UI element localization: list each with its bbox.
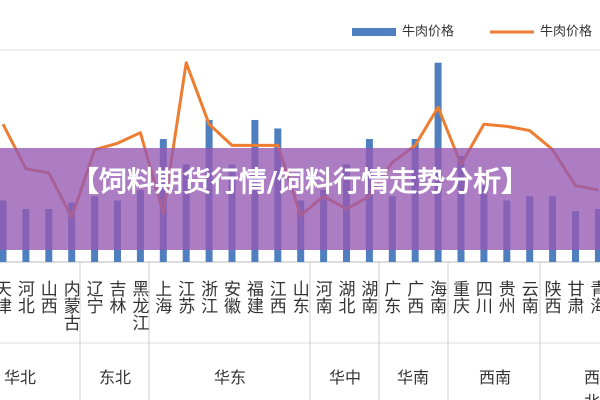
group-label: 西南 [478,368,512,387]
x-tick-label: 海南 [426,280,447,314]
banner-title: 【饲料期货行情/饲料行情走势分析】 [70,165,530,198]
x-tick-label: 广西 [403,280,424,314]
x-tick-label: 内蒙古 [59,280,80,331]
group-label: 华南 [396,368,430,387]
x-tick-label: 黑龙江 [128,280,149,331]
x-tick-label: 四川 [471,280,492,314]
x-tick-label: 陕西 [540,280,561,314]
group-label: 东北 [98,368,132,387]
x-tick-label: 江苏 [174,280,195,314]
x-tick-label: 山东 [288,280,309,314]
x-tick-label: 河南 [311,280,332,314]
legend-item: 牛肉价格 [352,24,454,40]
x-tick-label: 上海 [151,280,172,314]
x-tick-label: 吉林 [105,280,126,314]
x-tick-label: 福建 [242,280,263,314]
group-label: 华北 [3,368,37,387]
x-tick-label: 河北 [13,280,34,314]
x-tick-label: 山西 [36,280,57,314]
group-label: 华东 [213,368,247,387]
legend-item: 牛肉价格 [490,24,592,40]
x-tick-label: 江西 [265,280,286,314]
group-label: 华中 [328,368,362,387]
x-tick-label: 广东 [380,280,401,314]
x-tick-label: 浙江 [197,280,218,314]
legend-label: 牛肉价格 [540,24,592,40]
x-tick-label: 甘肃 [563,280,584,314]
x-tick-label: 辽宁 [82,280,103,314]
x-tick-label: 天津 [0,280,11,314]
x-tick-label: 贵州 [494,280,515,314]
x-tick-label: 云南 [517,280,538,314]
x-tick-label: 湖北 [334,280,355,314]
x-tick-label: 湖南 [357,280,378,314]
group-label: 西北 [583,368,600,400]
group-dividers [79,262,541,400]
legend-swatch [352,28,396,36]
banner [0,148,600,250]
x-tick-label: 重庆 [449,280,469,314]
x-tick-label: 安徽 [220,280,240,314]
legend-label: 牛肉价格 [402,24,454,40]
x-tick-label: 青海 [586,280,600,314]
